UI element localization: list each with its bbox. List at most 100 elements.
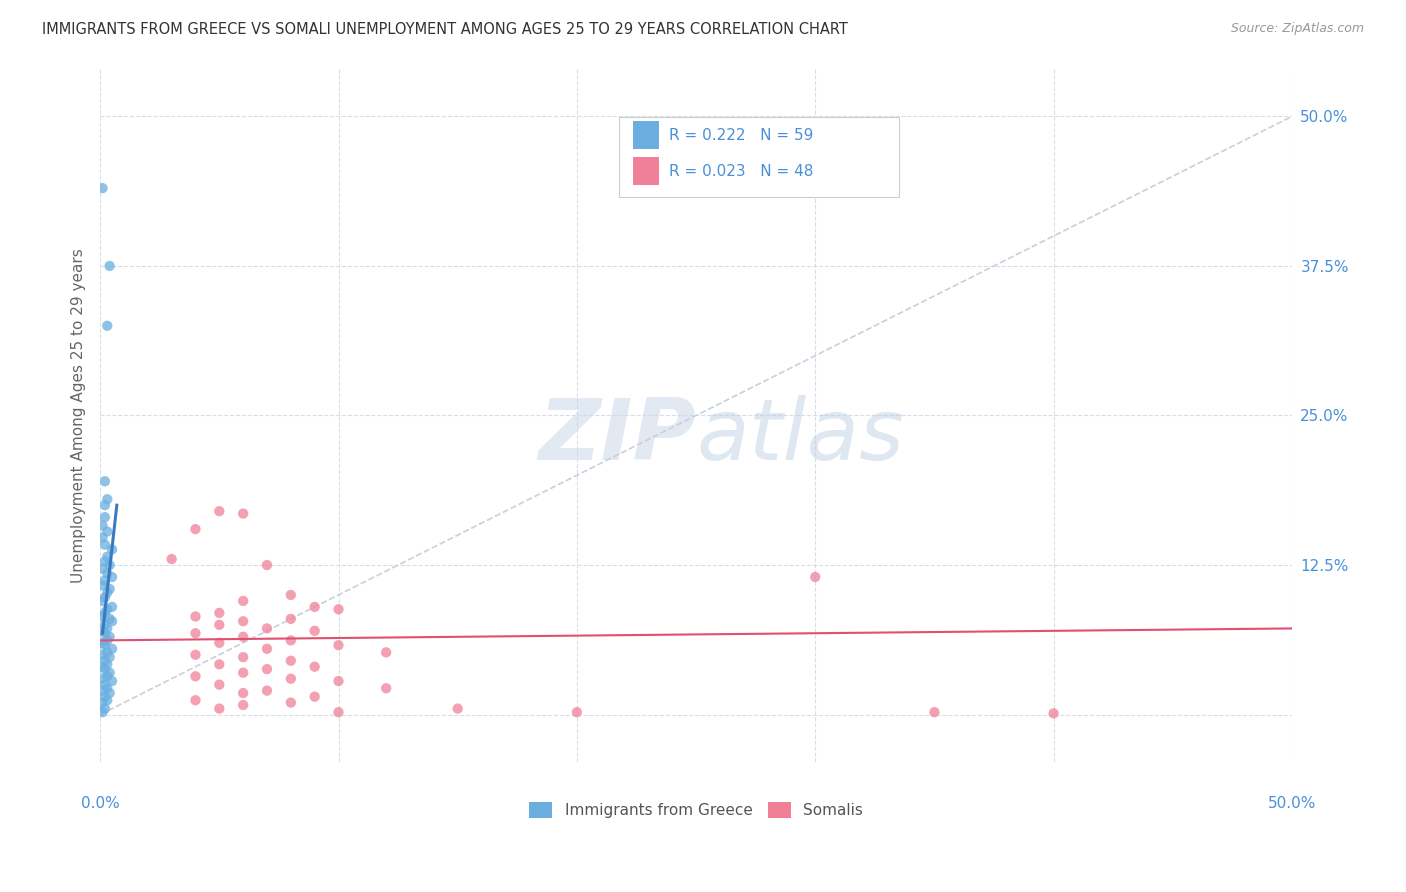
Point [96,669,118,683]
Point [101,542,124,557]
Point [96,524,118,539]
Point [96,657,118,672]
Point [232,650,254,665]
Point [208,606,231,620]
Point [101,674,124,689]
Text: R = 0.023   N = 48: R = 0.023 N = 48 [669,163,813,178]
Point [98,259,121,273]
Bar [633,121,659,149]
Point [256,641,278,656]
Point [208,504,231,518]
Point [94,701,117,715]
Point [94,510,117,524]
Point [232,594,254,608]
Point [96,622,118,636]
Point [232,630,254,644]
Point [208,678,231,692]
Point [447,701,470,715]
Point [304,659,326,673]
Point [101,641,124,656]
Point [304,690,326,704]
Point [184,609,207,624]
Point [924,705,946,719]
Point [91,578,114,592]
Point [208,657,231,672]
Bar [633,157,659,185]
Point [256,558,278,572]
Text: IMMIGRANTS FROM GREECE VS SOMALI UNEMPLOYMENT AMONG AGES 25 TO 29 YEARS CORRELAT: IMMIGRANTS FROM GREECE VS SOMALI UNEMPLO… [42,22,848,37]
Point [91,518,114,533]
Point [280,696,302,710]
Point [232,686,254,700]
Point [280,654,302,668]
Text: atlas: atlas [696,395,904,478]
Point [94,638,117,652]
Point [184,669,207,683]
Point [256,622,278,636]
Point [328,674,350,689]
Point [91,636,114,650]
Point [96,566,118,581]
Point [94,475,117,489]
FancyBboxPatch shape [619,117,898,197]
Point [160,552,183,566]
Point [96,549,118,564]
Point [304,599,326,614]
Point [98,650,121,665]
Text: 0.0%: 0.0% [80,796,120,811]
Point [98,686,121,700]
Point [280,588,302,602]
Point [328,705,350,719]
Point [375,645,398,659]
Point [101,599,124,614]
Point [94,554,117,568]
Point [280,633,302,648]
Point [94,574,117,588]
Point [94,606,117,620]
Point [96,585,118,599]
Point [94,626,117,640]
Point [94,690,117,704]
Point [232,614,254,628]
Point [232,507,254,521]
Point [96,492,118,507]
Point [91,609,114,624]
Point [98,558,121,572]
Point [375,681,398,696]
Point [96,645,118,659]
Point [280,672,302,686]
Point [184,522,207,536]
Point [256,662,278,676]
Y-axis label: Unemployment Among Ages 25 to 29 years: Unemployment Among Ages 25 to 29 years [72,248,86,582]
Point [328,638,350,652]
Point [91,648,114,662]
Point [304,624,326,638]
Point [280,612,302,626]
Point [328,602,350,616]
Point [184,693,207,707]
Point [91,696,114,710]
Point [91,181,114,195]
Point [208,701,231,715]
Point [94,662,117,676]
Point [91,683,114,698]
Point [96,633,118,648]
Text: Source: ZipAtlas.com: Source: ZipAtlas.com [1230,22,1364,36]
Point [94,654,117,668]
Point [565,705,588,719]
Point [94,591,117,605]
Point [208,618,231,632]
Point [96,602,118,616]
Point [94,618,117,632]
Point [232,665,254,680]
Text: ZIP: ZIP [538,395,696,478]
Point [98,612,121,626]
Point [101,614,124,628]
Point [256,683,278,698]
Point [98,665,121,680]
Point [91,705,114,719]
Text: 50.0%: 50.0% [1268,796,1316,811]
Point [96,681,118,696]
Point [98,630,121,644]
Point [101,570,124,584]
